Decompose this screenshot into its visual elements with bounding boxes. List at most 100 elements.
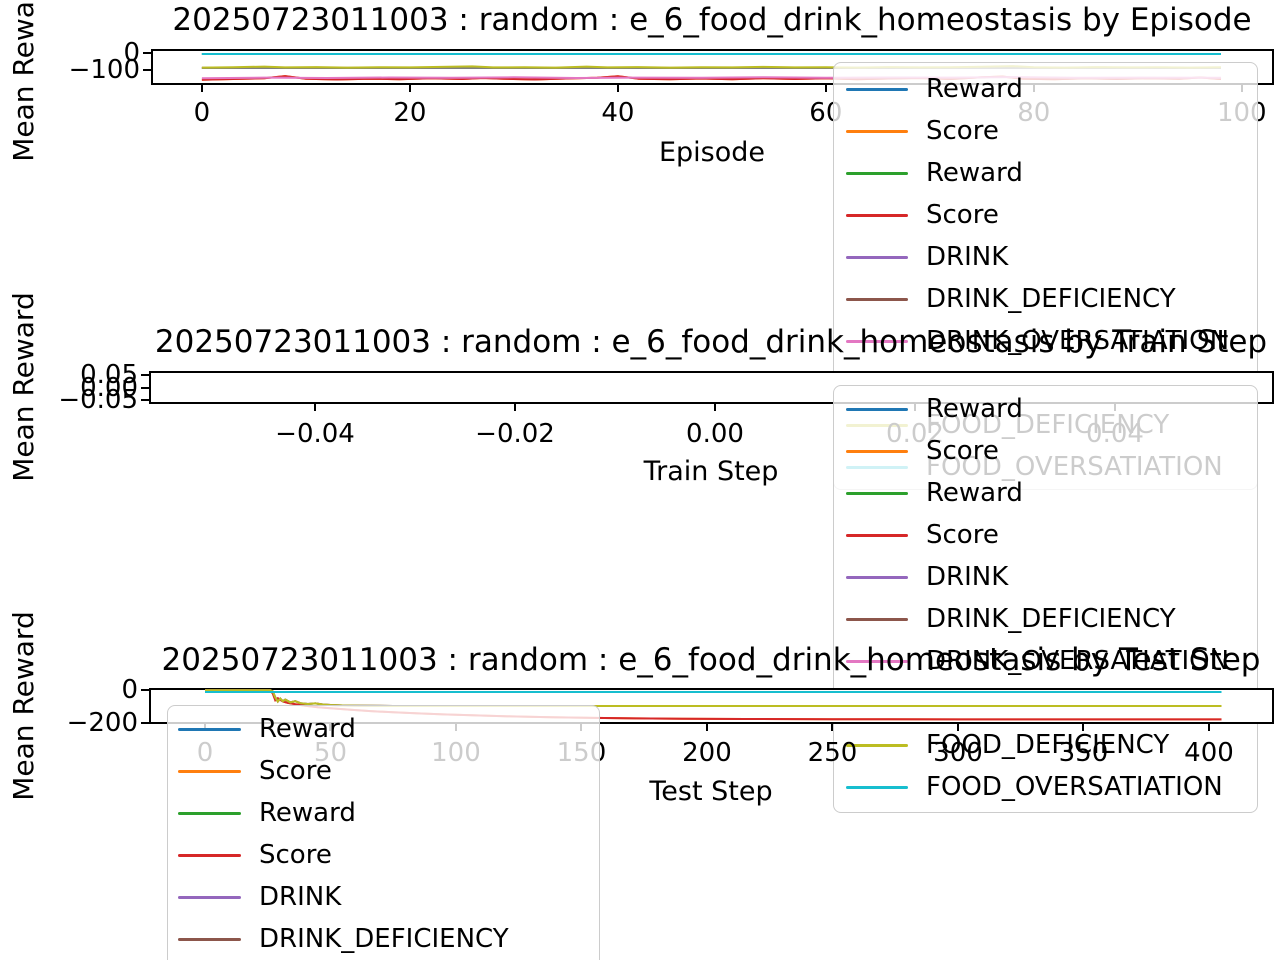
x-tick-label: 0 [193,98,211,128]
x-tick-mark [408,84,411,92]
legend-label: Score [259,840,332,870]
legend-label: DRINK [926,562,1009,592]
legend-label: DRINK_DEFICIENCY [926,284,1176,314]
y-tick-mark [143,51,152,54]
legend-label: Reward [259,714,356,744]
y-tick-label: 0.05 [80,360,138,390]
legend-row-drink: DRINK [834,564,1257,590]
legend-swatch [846,575,908,579]
legend-row-reward: Reward [834,480,1257,506]
legend-row-drink: DRINK [834,244,1257,270]
x-axis-label-episode: Episode [658,137,766,168]
legend-swatch [846,659,908,663]
y-tick-label: −200 [66,708,138,738]
legend-row-drink-deficiency: DRINK_DEFICIENCY [834,286,1257,312]
legend-label: Score [259,756,332,786]
legend-row-drink-oversatiation: DRINK_OVERSATIATION [834,328,1257,354]
legend-label: FOOD_DEFICIENCY [926,730,1170,760]
x-tick-label: 20 [393,98,427,128]
y-tick-mark [141,399,150,401]
legend-label: Reward [926,394,1023,424]
legend-row-score: Score [834,438,1257,464]
legend-swatch [846,701,908,705]
legend-row-food-deficiency: FOOD_DEFICIENCY [834,732,1257,758]
x-tick-label: 0.00 [686,419,744,449]
x-tick-mark [705,723,708,731]
legend-label: DRINK_DEFICIENCY [926,604,1176,634]
legend-row-reward: Reward [168,716,599,742]
legend-row-score: Score [834,118,1257,144]
legend-label: DRINK [926,242,1009,272]
legend-train-step: Reward Score Reward Score DRINK DRINK_DEFICIE… [833,385,1258,813]
plot-title-episode: 20250723011003 : random : e_6_food_drink… [172,2,1252,38]
legend-swatch [846,87,908,91]
x-tick-mark [514,403,516,411]
y-tick-mark [141,374,150,376]
legend-row-reward: Reward [834,396,1257,422]
legend-label: Score [926,116,999,146]
legend-swatch [178,853,241,857]
legend-row-drink-deficiency: DRINK_DEFICIENCY [834,606,1257,632]
legend-row-score: Score [834,202,1257,228]
legend-row-drink: DRINK [168,884,599,910]
y-axis-label-train-step: Mean Reward [7,292,40,482]
legend-row-drink-oversatiation: DRINK_OVERSATIATION [834,648,1257,674]
legend-label: Reward [926,74,1023,104]
legend-label: DRINK_OVERSATIATION [926,646,1230,676]
legend-row-drink-deficiency: DRINK_DEFICIENCY [168,926,599,952]
x-tick-mark [200,84,203,92]
y-tick-label: 0.00 [80,372,138,403]
legend-label: Score [926,520,999,550]
legend-swatch [846,297,908,301]
y-tick-label: 0 [121,674,138,705]
legend-swatch [846,533,908,537]
x-axis-label-train-step: Train Step [643,456,779,487]
legend-label: Reward [259,798,356,828]
legend-swatch [846,491,908,495]
legend-swatch [846,785,908,789]
legend-swatch [178,727,241,731]
legend-row-food: FOOD [834,690,1257,716]
x-tick-mark [314,403,316,411]
legend-swatch [846,339,908,343]
legend-row-reward: Reward [834,160,1257,186]
legend-label: Score [926,436,999,466]
y-tick-mark [141,386,150,389]
x-axis-label-test-step: Test Step [649,776,773,807]
y-axis-label-episode: Mean Reward [7,0,40,162]
legend-swatch [846,617,908,621]
x-tick-mark [616,84,619,92]
x-tick-mark [824,84,827,92]
legend-swatch [846,449,908,453]
y-tick-label: −100 [68,54,140,85]
legend-row-score: Score [834,522,1257,548]
legend-swatch [846,213,908,217]
y-tick-mark [141,722,150,724]
legend-label: DRINK_OVERSATIATION [926,326,1230,356]
y-tick-label: 0 [123,37,140,68]
legend-label: Reward [926,158,1023,188]
legend-test-step: Reward Score Reward Score DRINK DRINK_DEFICIE… [167,705,600,960]
x-tick-label: −0.04 [275,419,355,449]
legend-row-reward: Reward [834,76,1257,102]
legend-label: FOOD [926,688,1002,718]
legend-swatch [846,171,908,175]
y-tick-mark [143,68,152,71]
legend-row-score: Score [168,842,599,868]
legend-swatch [846,255,908,259]
legend-label: Reward [926,478,1023,508]
legend-label: FOOD_OVERSATIATION [926,772,1223,802]
x-tick-label: 200 [682,738,732,768]
y-axis-label-test-step: Mean Reward [7,611,40,801]
x-tick-label: 40 [601,98,635,128]
legend-label: Score [926,200,999,230]
y-tick-label: −0.05 [58,385,138,415]
x-tick-label: −0.02 [475,419,555,449]
legend-swatch [846,743,908,747]
legend-swatch [178,811,241,815]
legend-row-food-oversatiation: FOOD_OVERSATIATION [834,774,1257,800]
legend-label: DRINK [259,882,342,912]
legend-row-score: Score [168,758,599,784]
y-tick-mark [141,688,150,691]
